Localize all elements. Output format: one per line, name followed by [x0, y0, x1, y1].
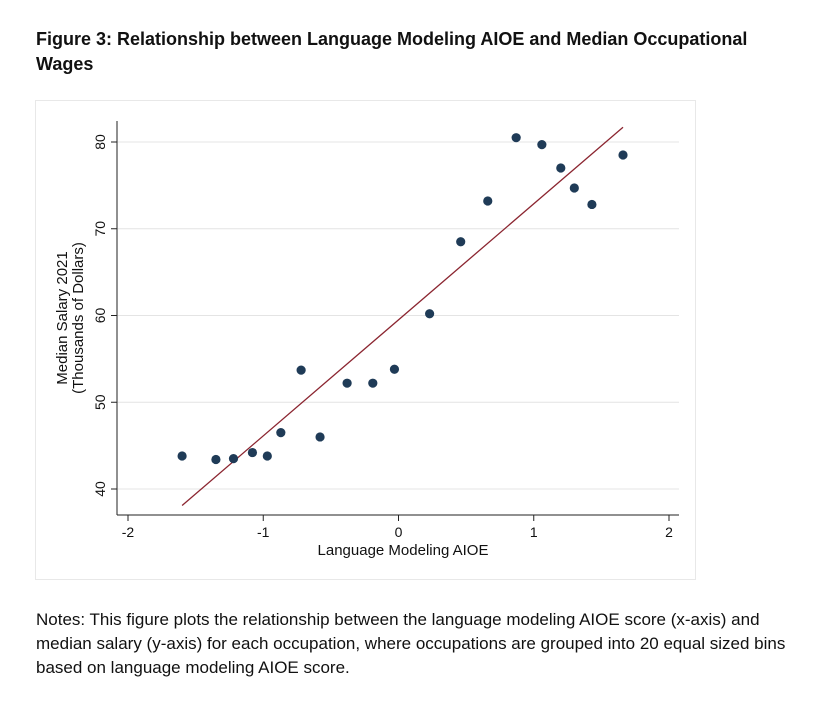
data-point: [569, 183, 579, 193]
data-point: [211, 454, 221, 465]
fit-line: [181, 126, 624, 506]
chart-panel: -2 -1 0 1 2 40 50 60 70 80 Language Modeling AIOE M…: [35, 100, 696, 580]
y-tick-label: 60: [92, 308, 108, 324]
y-axis-label-line2: (Thousands of Dollars): [70, 242, 87, 394]
data-point: [296, 365, 306, 375]
data-point: [342, 378, 352, 388]
x-tick-label: -2: [122, 524, 135, 540]
data-point: [425, 309, 435, 319]
y-tick-label: 40: [92, 481, 108, 497]
data-point: [389, 364, 400, 374]
figure-notes: Notes: This figure plots the relationshi…: [36, 610, 786, 677]
data-point: [618, 150, 628, 160]
y-axis-label: Median Salary 2021: [54, 251, 71, 384]
data-point: [276, 428, 286, 438]
data-point: [537, 140, 547, 150]
data-point: [315, 432, 325, 442]
data-point: [228, 454, 239, 464]
x-tick-label: -1: [257, 524, 270, 540]
x-tick-label: 0: [395, 524, 403, 540]
data-point: [247, 447, 258, 458]
y-tick-label: 70: [92, 221, 108, 237]
data-point: [483, 196, 493, 206]
figure-title: Figure 3: Relationship between Language …: [36, 29, 748, 74]
y-tick-label: 50: [92, 394, 108, 410]
y-tick-label: 80: [92, 134, 108, 150]
data-point: [511, 133, 521, 143]
data-point: [368, 378, 378, 388]
data-point: [262, 451, 272, 461]
data-point: [587, 199, 597, 210]
data-point: [456, 237, 466, 247]
x-tick-label: 2: [665, 524, 673, 540]
data-point: [177, 451, 187, 461]
x-axis-label: Language Modeling AIOE: [318, 542, 489, 559]
scatter-chart: -2 -1 0 1 2 40 50 60 70 80 Language Modeling AIOE M…: [54, 121, 679, 559]
data-point: [556, 163, 566, 173]
x-tick-label: 1: [530, 524, 538, 540]
